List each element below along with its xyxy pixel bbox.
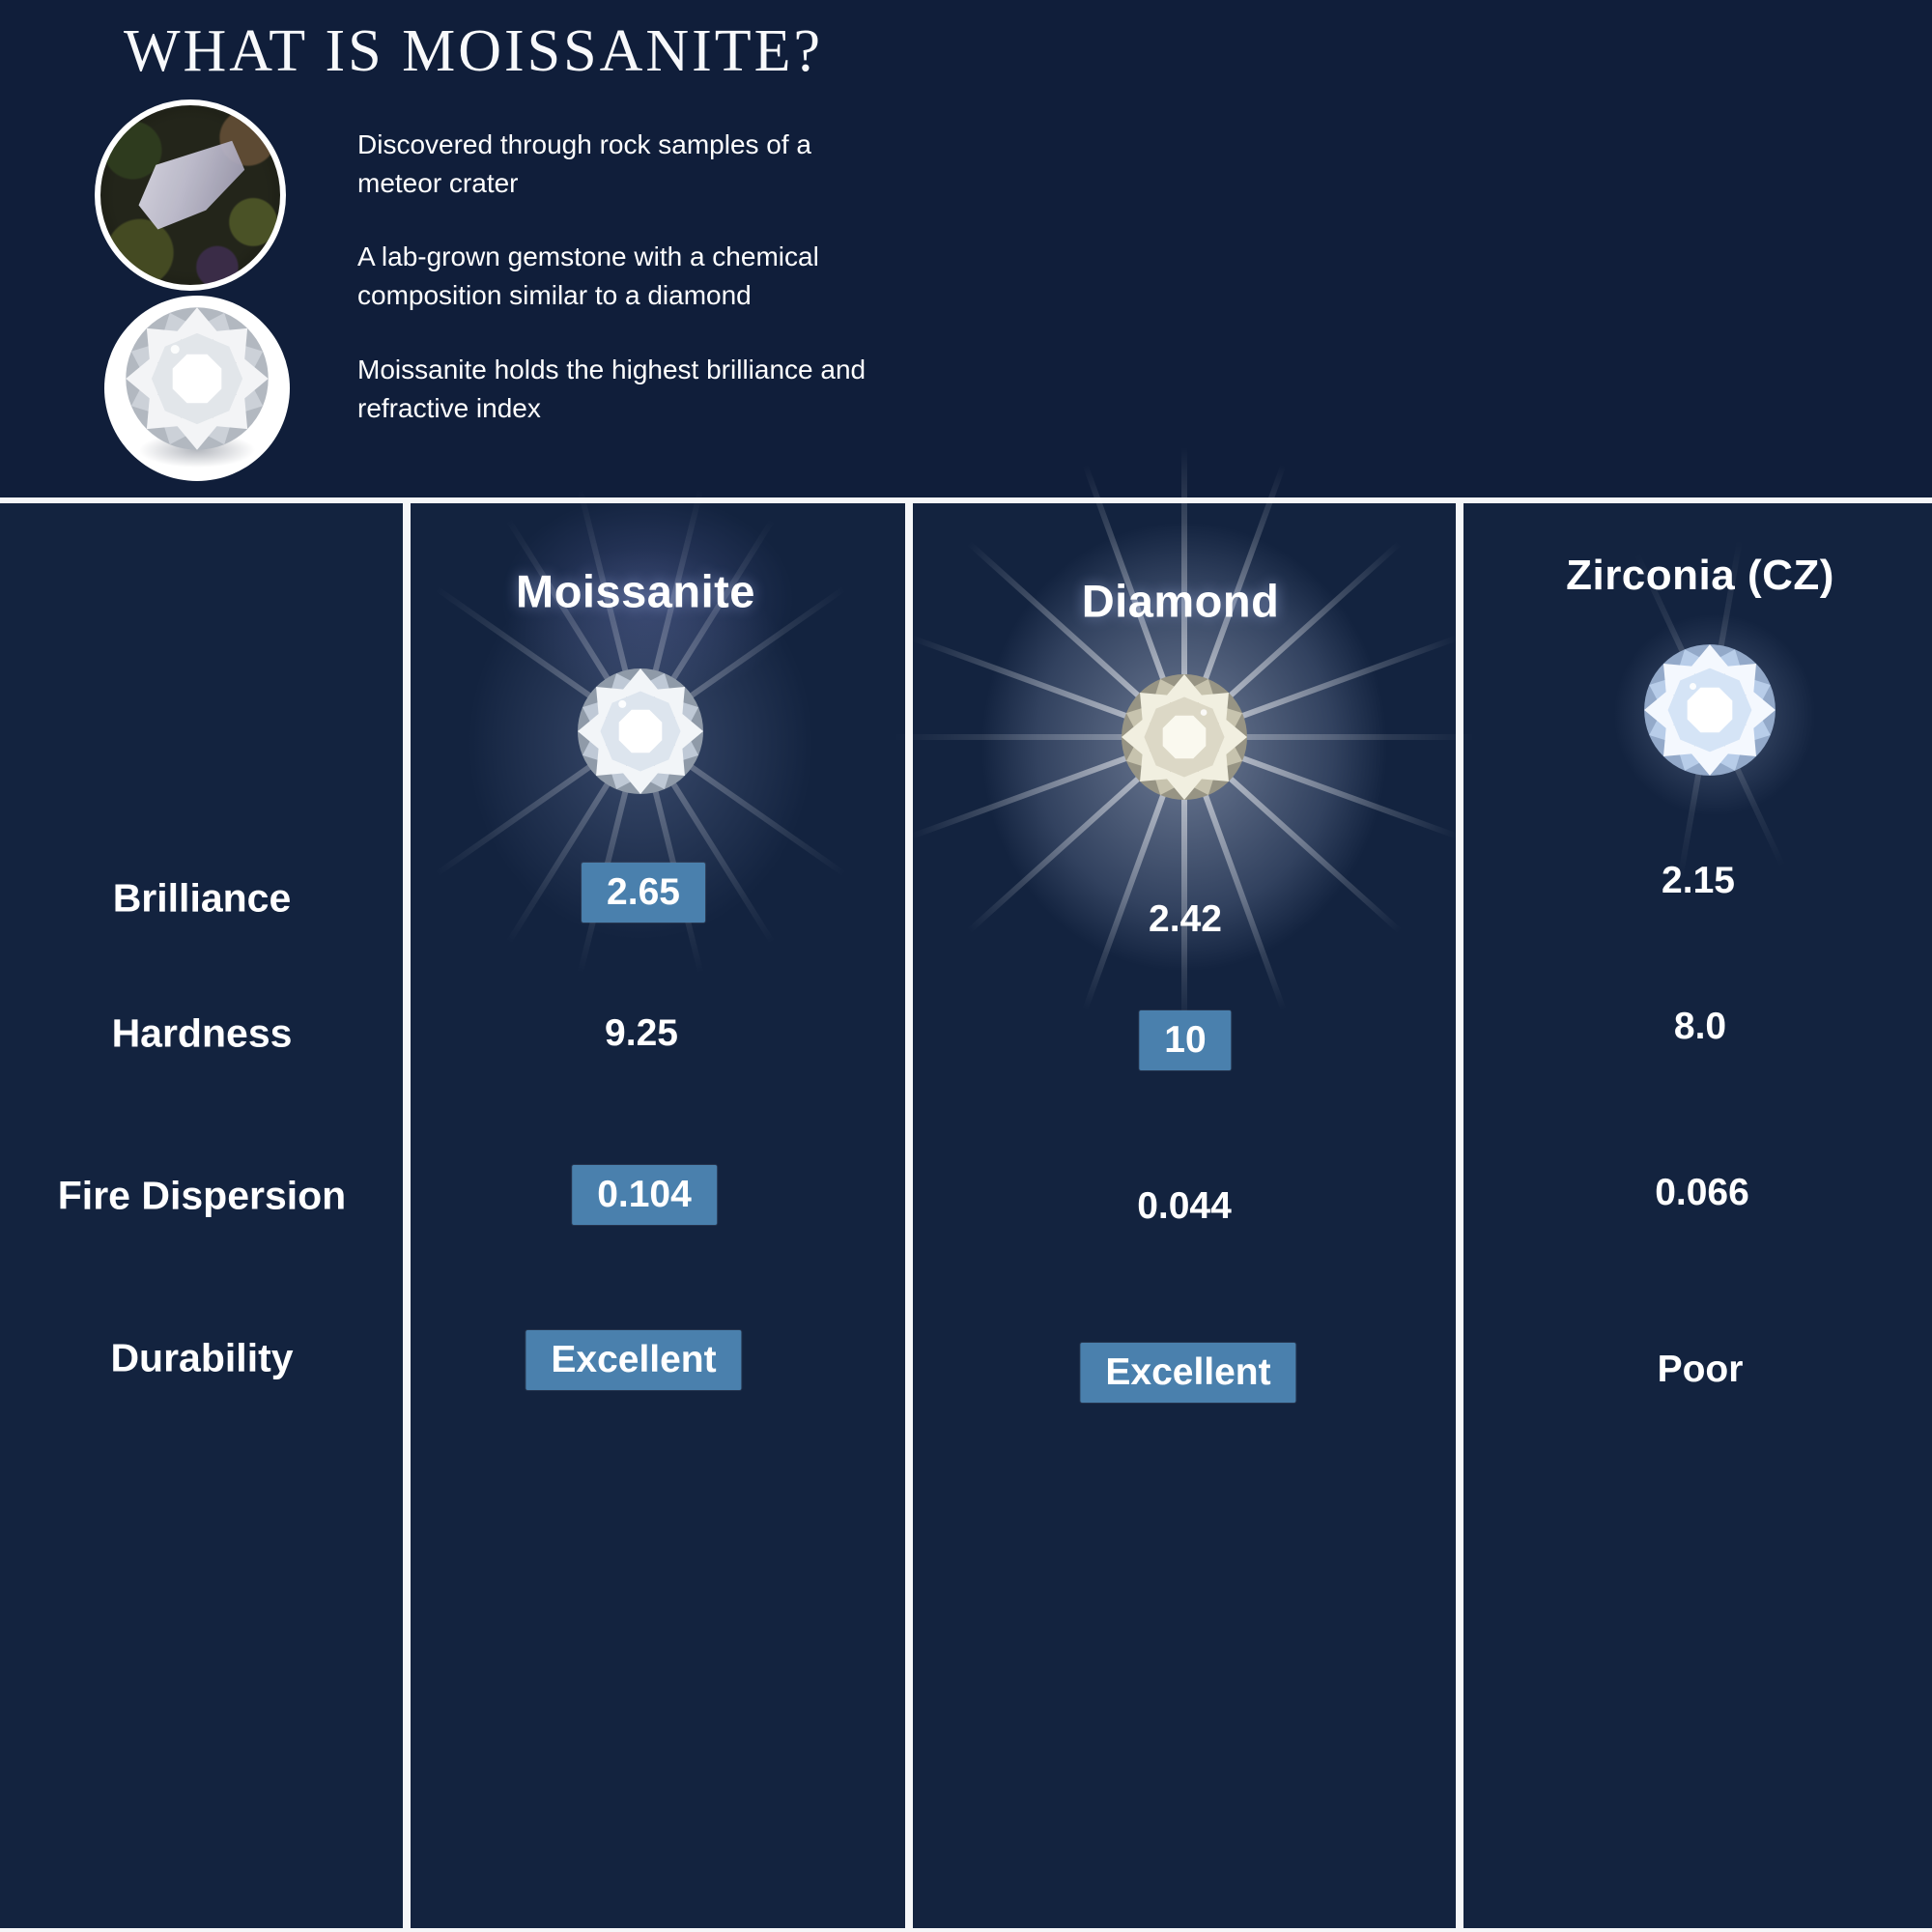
page-title: WHAT IS MOISSANITE? [124,18,824,84]
zirconia-gem-icon [1642,642,1777,778]
meteor-rock-image [95,99,286,291]
row-label-hardness: Hardness [111,1010,293,1056]
cell-zirconia-durability: Poor [1657,1349,1744,1390]
cell-zirconia-hardness: 8.0 [1673,1006,1727,1047]
cell-zirconia-fire-dispersion: 0.066 [1655,1172,1749,1213]
row-label-fire-dispersion: Fire Dispersion [57,1173,347,1218]
cell-diamond-fire-dispersion: 0.044 [1137,1185,1232,1227]
horizontal-divider [0,497,1932,503]
cut-gem-icon [124,305,270,452]
column-divider [1456,503,1463,1928]
moissanite-gem-icon [576,667,705,796]
cell-zirconia-brilliance: 2.15 [1662,860,1735,901]
intro-bullet-3: Moissanite holds the highest brilliance … [357,355,867,423]
cell-diamond-durability: Excellent [1080,1343,1296,1403]
column-header-moissanite: Moissanite [516,565,755,617]
cell-diamond-brilliance: 2.42 [1149,898,1222,940]
column-header-zirconia: Zirconia (CZ) [1566,552,1834,599]
raw-moissanite-crystal-icon [128,131,256,243]
cell-moissanite-hardness: 9.25 [605,1012,678,1054]
column-divider [403,503,411,1928]
intro-section: WHAT IS MOISSANITE? [0,0,1932,497]
cell-moissanite-brilliance: 2.65 [582,863,705,923]
intro-bullet-2: A lab-grown gemstone with a chemical com… [357,242,819,310]
column-divider [905,503,913,1928]
bottom-edge-line [0,1928,1932,1932]
intro-bullet-1: Discovered through rock samples of a met… [357,129,811,198]
diamond-gem-icon [1120,672,1249,802]
row-label-durability: Durability [110,1335,294,1380]
cell-diamond-hardness: 10 [1139,1010,1232,1070]
moissanite-gem-image [104,296,290,481]
column-header-diamond: Diamond [1081,575,1280,627]
cell-moissanite-durability: Excellent [526,1330,742,1390]
row-label-brilliance: Brilliance [112,875,292,921]
cell-moissanite-fire-dispersion: 0.104 [572,1165,717,1225]
